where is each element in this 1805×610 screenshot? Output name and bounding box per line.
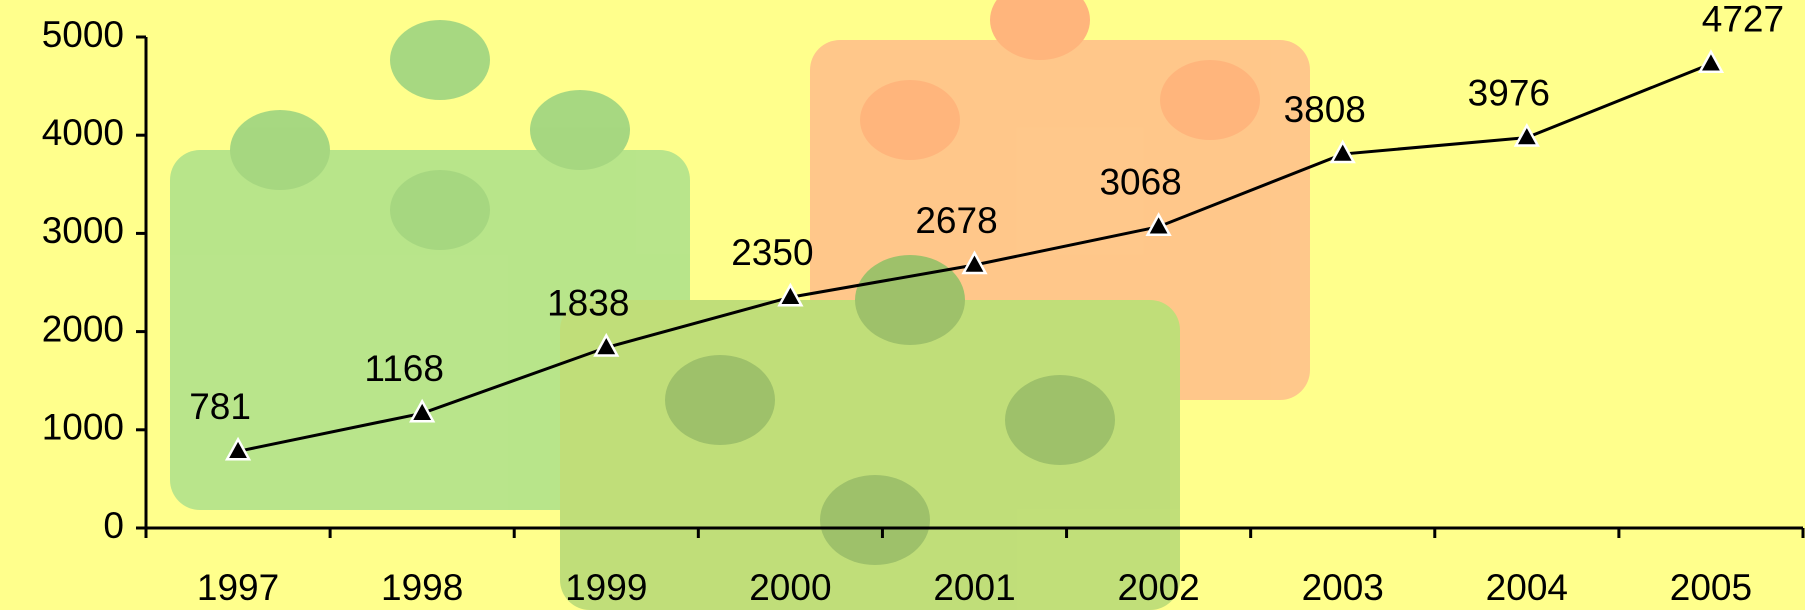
stud: [530, 90, 630, 170]
stud: [820, 475, 930, 565]
data-label: 4727: [1702, 0, 1784, 40]
stud: [665, 355, 775, 445]
y-tick-label: 2000: [42, 308, 124, 349]
data-label: 3068: [1099, 162, 1181, 203]
x-tick-label: 2003: [1302, 567, 1384, 608]
y-tick-label: 4000: [42, 112, 124, 153]
marker: [593, 332, 620, 357]
stud: [855, 255, 965, 345]
data-label: 3808: [1284, 89, 1366, 130]
marker: [224, 436, 252, 461]
stud: [1160, 60, 1260, 140]
y-tick-label: 0: [103, 505, 124, 546]
x-tick-label: 2004: [1486, 567, 1568, 608]
marker: [1329, 139, 1356, 164]
x-tick-label: 2001: [933, 567, 1015, 608]
data-label: 1838: [547, 282, 629, 323]
x-tick-label: 1998: [381, 567, 463, 608]
stud: [860, 80, 960, 160]
marker: [1697, 49, 1725, 74]
x-tick-label: 1997: [197, 567, 279, 608]
y-tick-label: 1000: [42, 407, 124, 448]
x-tick-label: 2002: [1117, 567, 1199, 608]
y-tick-label: 3000: [42, 210, 124, 251]
data-label: 2678: [915, 200, 997, 241]
data-label: 3976: [1468, 72, 1550, 113]
marker: [777, 282, 804, 307]
marker: [961, 250, 988, 275]
x-tick-label: 2005: [1670, 567, 1752, 608]
stud: [230, 110, 330, 190]
x-tick-label: 1999: [565, 567, 647, 608]
data-label: 1168: [364, 348, 444, 389]
stud: [390, 170, 490, 250]
marker: [409, 398, 436, 423]
stud: [1005, 375, 1115, 465]
background-art: [170, 0, 1310, 610]
data-label: 2350: [731, 232, 813, 273]
marker: [1513, 122, 1540, 147]
data-label: 781: [189, 386, 251, 427]
marker: [1145, 212, 1172, 236]
x-tick-label: 2000: [749, 567, 831, 608]
stud: [990, 0, 1090, 60]
y-tick-label: 5000: [42, 14, 124, 55]
stud: [390, 20, 490, 100]
